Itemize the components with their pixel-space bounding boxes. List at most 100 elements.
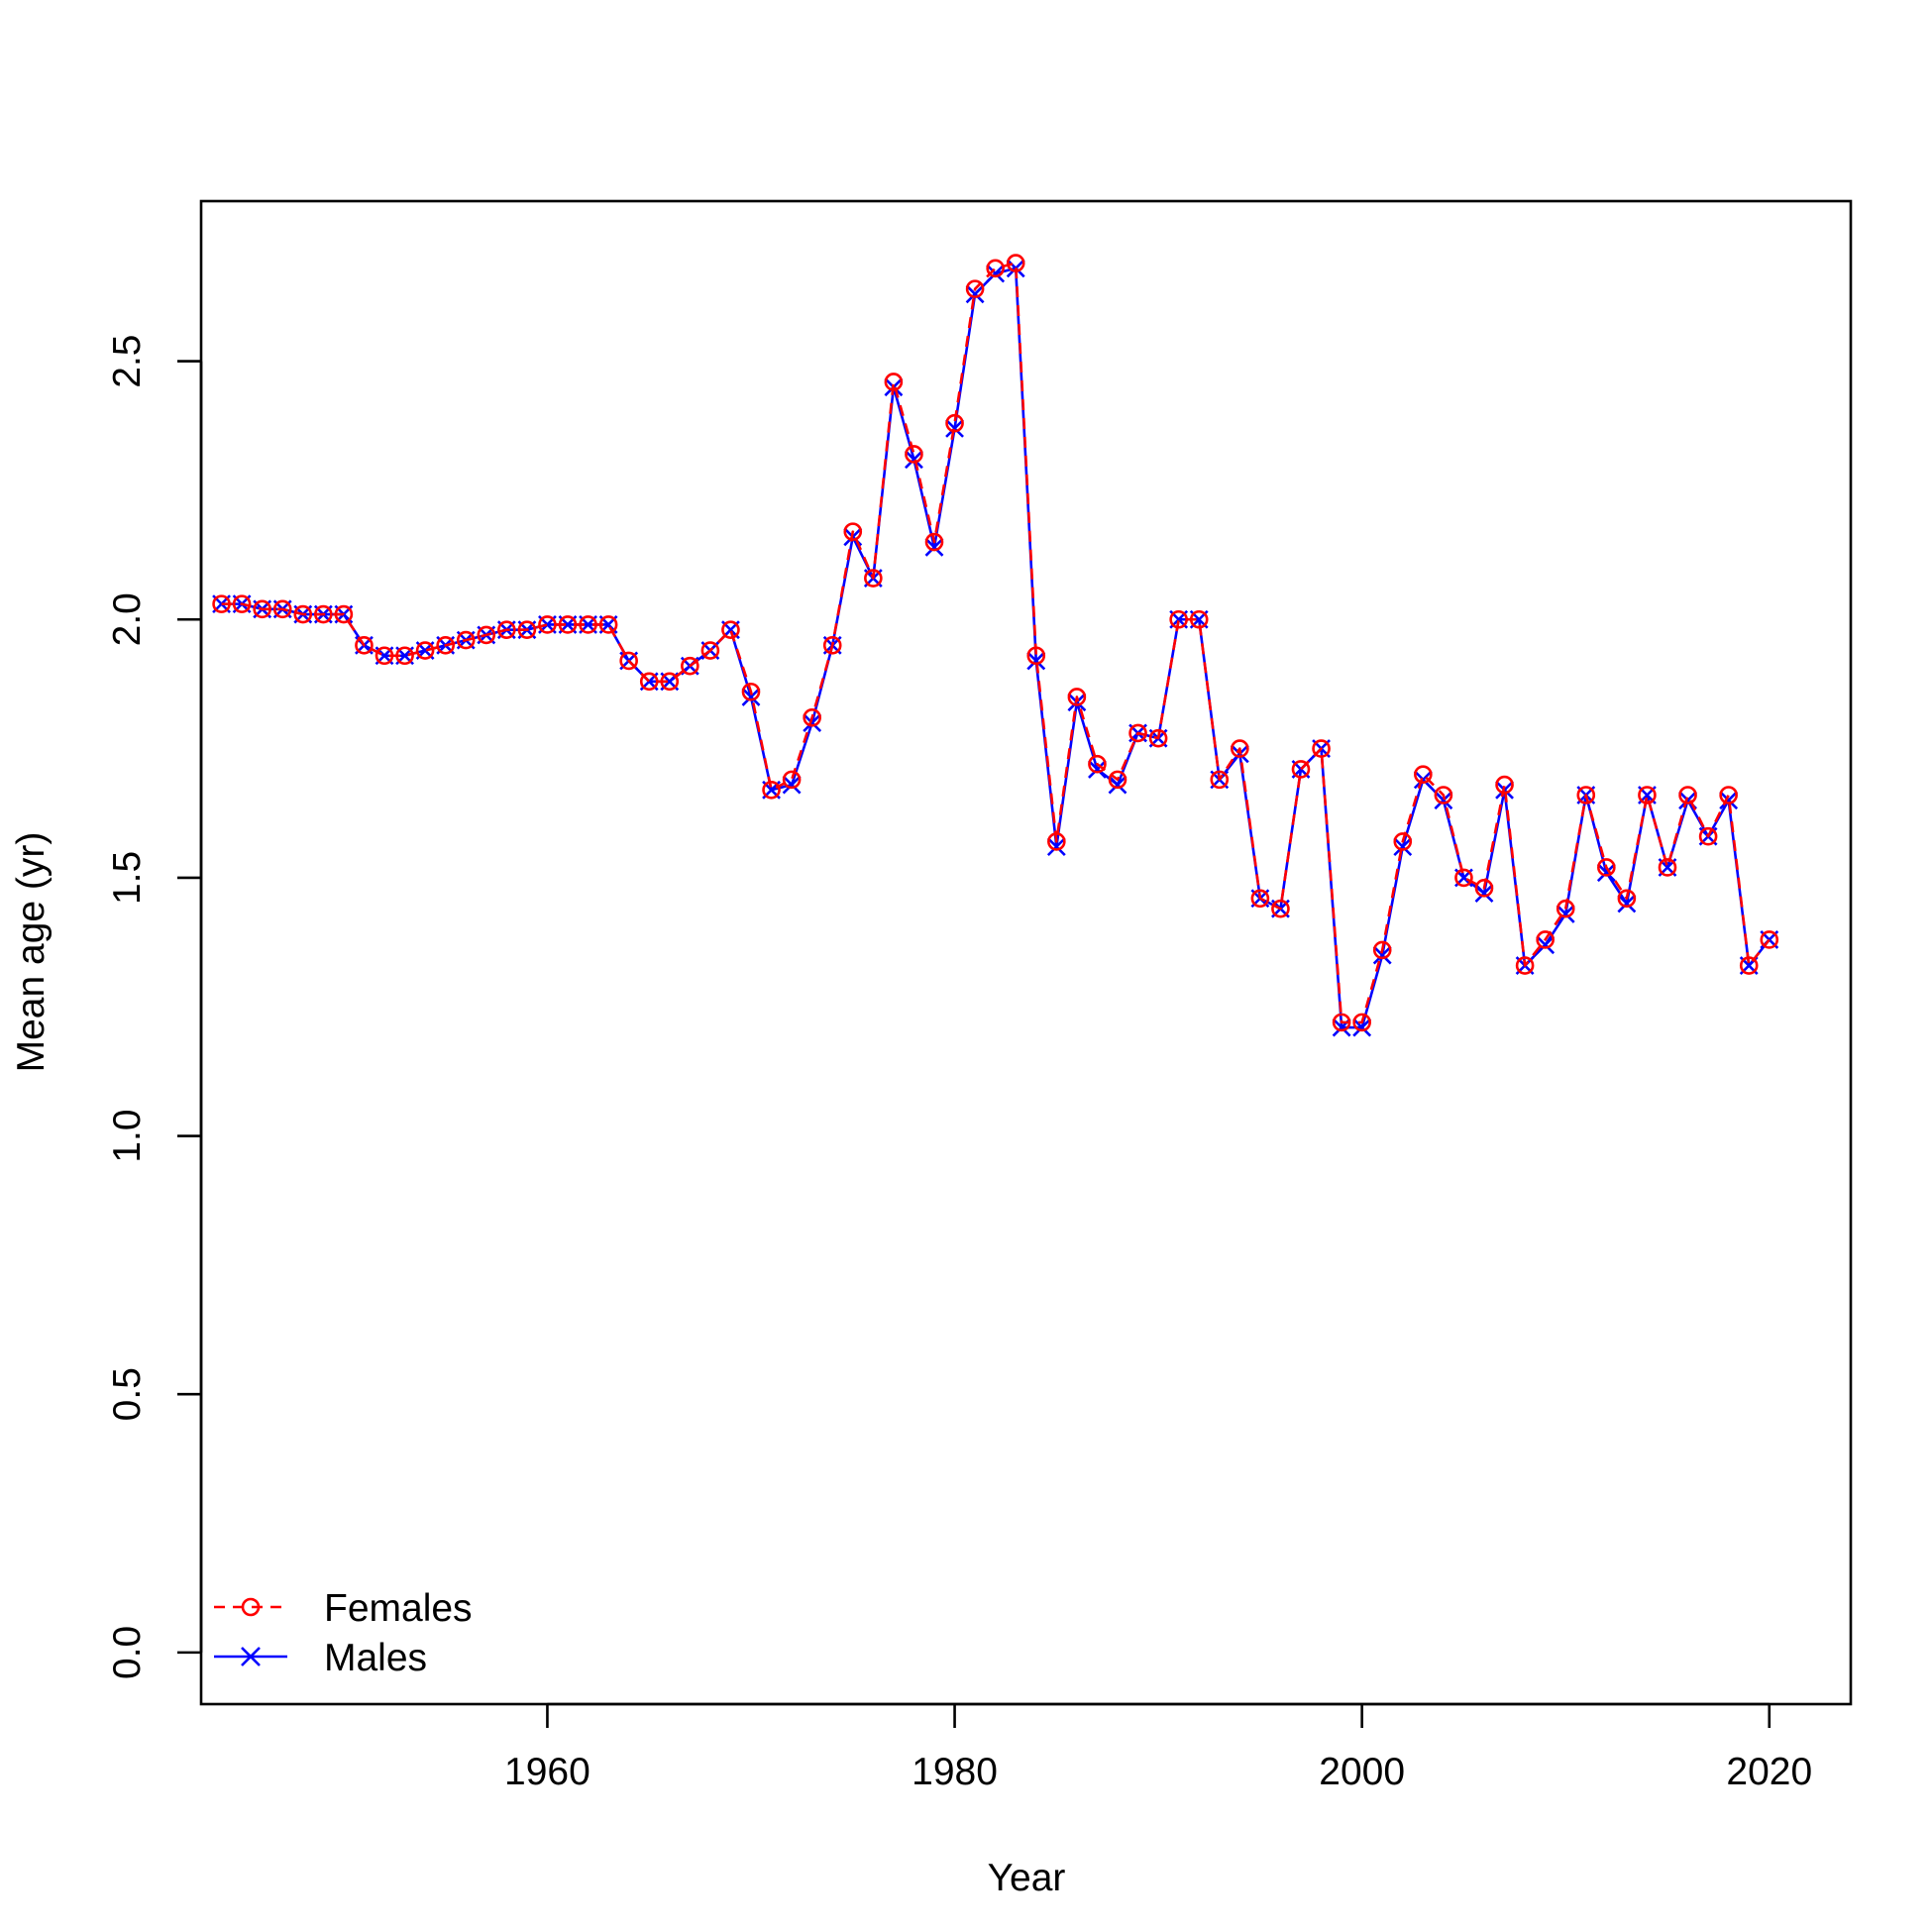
data-point-females (1006, 254, 1025, 272)
y-axis-title: Mean age (yr) (10, 832, 53, 1073)
series-layer (212, 254, 1779, 1037)
y-tick-label: 2.0 (106, 592, 149, 646)
legend-x-glyph (241, 1647, 261, 1666)
data-point-females (334, 604, 354, 624)
data-point-females (1291, 760, 1311, 779)
data-point-males (986, 264, 1006, 283)
data-point-females (1454, 868, 1473, 888)
data-point-females (1067, 688, 1087, 706)
data-point-females (1148, 728, 1168, 748)
data-point-females (1739, 956, 1759, 975)
data-point-females (375, 646, 394, 666)
data-point-females (1698, 826, 1718, 846)
y-tick-label: 0.0 (106, 1626, 149, 1679)
data-point-males (1393, 837, 1413, 857)
data-point-females (803, 708, 821, 727)
x-tick-label: 2020 (1726, 1751, 1812, 1793)
data-point-males (1088, 760, 1107, 779)
series-males (212, 259, 1779, 1037)
data-point-females (212, 594, 231, 613)
data-point-females (1026, 646, 1046, 666)
y-tick-label: 1.0 (106, 1109, 149, 1162)
legend-label-males: Males (324, 1637, 427, 1679)
data-point-females (619, 651, 638, 671)
legend-item-females: Females (214, 1587, 473, 1630)
data-point-females (538, 615, 557, 634)
data-point-males (741, 688, 761, 706)
data-point-females (395, 646, 414, 666)
data-point-females (660, 672, 680, 692)
data-point-females (1393, 832, 1413, 851)
data-point-females (721, 620, 740, 639)
data-point-males (1372, 945, 1392, 965)
data-point-males (1434, 791, 1453, 810)
data-point-females (1271, 899, 1290, 918)
data-point-males (1352, 1018, 1372, 1037)
data-point-females (436, 636, 455, 655)
data-point-females (558, 615, 578, 634)
data-point-females (1169, 609, 1188, 629)
data-point-males (1596, 863, 1616, 883)
y-tick-label: 0.5 (106, 1367, 149, 1421)
data-point-males (1617, 894, 1637, 913)
data-point-females (965, 279, 985, 298)
data-point-females (1108, 770, 1127, 790)
data-point-females (1372, 940, 1392, 960)
data-point-females (986, 259, 1005, 278)
data-point-females (598, 615, 618, 634)
data-point-females (1556, 899, 1575, 918)
data-point-females (741, 682, 761, 701)
y-tick-label: 2.5 (106, 334, 149, 387)
data-point-females (1047, 832, 1066, 851)
legend-label-females: Females (324, 1587, 473, 1630)
data-point-females (762, 780, 781, 800)
data-point-females (1576, 786, 1596, 805)
y-tick-label: 1.5 (106, 851, 149, 905)
data-point-males (1413, 770, 1433, 790)
legend-marker-females (241, 1597, 261, 1617)
data-point-females (1495, 775, 1514, 795)
data-point-females (822, 636, 842, 655)
x-axis-title: Year (988, 1857, 1066, 1899)
x-tick-label: 1960 (504, 1751, 590, 1793)
data-point-females (1312, 739, 1331, 758)
data-point-males (1026, 651, 1046, 671)
data-point-females (1474, 879, 1494, 898)
data-point-females (355, 636, 374, 655)
data-point-females (477, 625, 496, 645)
data-point-females (1414, 765, 1433, 784)
data-point-females (884, 373, 904, 391)
legend-marker-males (241, 1647, 261, 1666)
y-axis: 0.0 0.5 1.0 1.5 2.0 2.5 (106, 334, 203, 1679)
data-point-males (1046, 837, 1066, 857)
data-point-males (782, 775, 802, 795)
data-point-females (700, 641, 720, 660)
data-point-females (272, 599, 292, 619)
data-point-females (639, 672, 659, 692)
plot-frame (199, 199, 1853, 1706)
data-point-females (1210, 770, 1230, 790)
data-point-females (1434, 786, 1453, 805)
data-point-males (1719, 791, 1739, 810)
data-point-females (232, 594, 252, 613)
data-point-females (1189, 609, 1209, 629)
data-point-females (1597, 858, 1616, 877)
data-point-females (1719, 786, 1738, 805)
data-point-females (1332, 1013, 1351, 1032)
data-point-females (864, 569, 883, 588)
data-point-females (782, 770, 802, 790)
x-tick-label: 1980 (912, 1751, 998, 1793)
data-point-females (843, 522, 863, 541)
data-point-females (1678, 786, 1697, 805)
data-point-females (905, 445, 923, 464)
data-point-females (1088, 754, 1107, 774)
data-point-females (1658, 858, 1677, 877)
data-point-females (1231, 739, 1249, 758)
legend-item-males: Males (214, 1637, 427, 1679)
data-point-females (456, 630, 476, 650)
x-axis: 1960 1980 2000 2020 (504, 1702, 1812, 1793)
data-point-females (293, 604, 313, 624)
data-point-females (1536, 930, 1555, 949)
data-point-females (1760, 930, 1779, 949)
